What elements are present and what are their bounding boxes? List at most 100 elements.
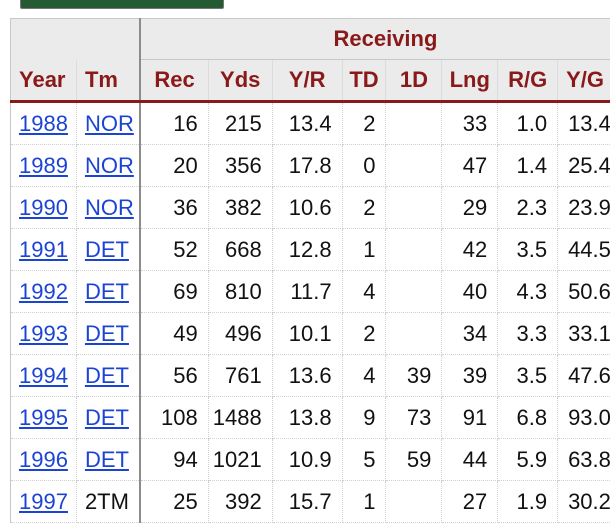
cell-yds: 1021 (208, 439, 272, 481)
cell-year: 1988 (11, 102, 77, 145)
column-header-row: Year Tm Rec Yds Y/R TD 1D Lng R/G Y/G (11, 60, 610, 102)
cell-team-link[interactable]: DET (85, 447, 129, 472)
cell-team: 2TM (76, 481, 140, 523)
cell-team-link[interactable]: NOR (85, 195, 134, 220)
cell-rg: 1.4 (498, 145, 558, 187)
column-header-yg[interactable]: Y/G (558, 60, 610, 102)
receiving-stats-table: Receiving Year Tm Rec Yds Y/R TD 1D Lng … (10, 18, 610, 523)
cell-year: 1997 (11, 481, 77, 523)
cell-yds: 668 (208, 229, 272, 271)
cell-yr: 10.1 (272, 313, 342, 355)
cell-team-link[interactable]: NOR (85, 111, 134, 136)
cell-rec: 108 (140, 397, 208, 439)
cell-1d: 39 (386, 355, 442, 397)
cell-year-link[interactable]: 1990 (19, 195, 68, 220)
column-header-year[interactable]: Year (11, 60, 77, 102)
cell-team: NOR (76, 145, 140, 187)
cell-year-link[interactable]: 1996 (19, 447, 68, 472)
cell-lng: 29 (442, 187, 498, 229)
cell-yr: 13.4 (272, 102, 342, 145)
cell-rg: 3.5 (498, 229, 558, 271)
cell-1d (386, 102, 442, 145)
cell-rg: 1.0 (498, 102, 558, 145)
cell-yg: 47.6 (558, 355, 610, 397)
cell-rec: 36 (140, 187, 208, 229)
cell-team-link[interactable]: DET (85, 363, 129, 388)
column-header-team[interactable]: Tm (76, 60, 140, 102)
cell-year-link[interactable]: 1997 (19, 489, 68, 514)
cell-team: DET (76, 229, 140, 271)
cell-yr: 10.6 (272, 187, 342, 229)
cell-yg: 93.0 (558, 397, 610, 439)
column-header-1d[interactable]: 1D (386, 60, 442, 102)
cell-year-link[interactable]: 1993 (19, 321, 68, 346)
cell-team-link[interactable]: DET (85, 321, 129, 346)
cell-rec: 20 (140, 145, 208, 187)
top-toolbar (0, 0, 610, 18)
cell-team-link[interactable]: DET (85, 405, 129, 430)
cell-yr: 15.7 (272, 481, 342, 523)
cell-yds: 761 (208, 355, 272, 397)
cell-team-link[interactable]: NOR (85, 153, 134, 178)
cell-td: 2 (342, 187, 386, 229)
column-header-td[interactable]: TD (342, 60, 386, 102)
cell-yds: 496 (208, 313, 272, 355)
column-header-yr[interactable]: Y/R (272, 60, 342, 102)
cell-rg: 3.5 (498, 355, 558, 397)
cell-year: 1990 (11, 187, 77, 229)
cell-team-text: 2TM (85, 489, 129, 514)
cell-1d: 59 (386, 439, 442, 481)
column-header-yds[interactable]: Yds (208, 60, 272, 102)
cell-yg: 50.6 (558, 271, 610, 313)
stats-table-container: Receiving Year Tm Rec Yds Y/R TD 1D Lng … (10, 18, 610, 523)
cell-rec: 16 (140, 102, 208, 145)
cell-yg: 63.8 (558, 439, 610, 481)
cell-yds: 382 (208, 187, 272, 229)
cell-year-link[interactable]: 1989 (19, 153, 68, 178)
cell-yr: 10.9 (272, 439, 342, 481)
cell-lng: 33 (442, 102, 498, 145)
cell-yds: 215 (208, 102, 272, 145)
cell-rg: 3.3 (498, 313, 558, 355)
over-header-blank (11, 19, 141, 60)
green-action-button[interactable] (20, 0, 224, 9)
cell-rg: 4.3 (498, 271, 558, 313)
cell-year: 1995 (11, 397, 77, 439)
cell-year-link[interactable]: 1995 (19, 405, 68, 430)
receiving-group-header: Receiving (140, 19, 610, 60)
cell-year: 1991 (11, 229, 77, 271)
column-header-rg[interactable]: R/G (498, 60, 558, 102)
column-header-lng[interactable]: Lng (442, 60, 498, 102)
cell-team: NOR (76, 102, 140, 145)
cell-year-link[interactable]: 1994 (19, 363, 68, 388)
cell-team: DET (76, 397, 140, 439)
cell-td: 4 (342, 271, 386, 313)
cell-year-link[interactable]: 1992 (19, 279, 68, 304)
cell-year: 1994 (11, 355, 77, 397)
cell-lng: 27 (442, 481, 498, 523)
cell-yg: 30.2 (558, 481, 610, 523)
cell-year-link[interactable]: 1988 (19, 111, 68, 136)
cell-team: DET (76, 439, 140, 481)
cell-1d (386, 313, 442, 355)
cell-year: 1996 (11, 439, 77, 481)
cell-year-link[interactable]: 1991 (19, 237, 68, 262)
cell-team: NOR (76, 187, 140, 229)
column-header-rec[interactable]: Rec (140, 60, 208, 102)
cell-year: 1992 (11, 271, 77, 313)
cell-yr: 17.8 (272, 145, 342, 187)
cell-lng: 40 (442, 271, 498, 313)
cell-team-link[interactable]: DET (85, 237, 129, 262)
cell-rg: 5.9 (498, 439, 558, 481)
cell-yr: 13.6 (272, 355, 342, 397)
cell-yg: 33.1 (558, 313, 610, 355)
cell-team-link[interactable]: DET (85, 279, 129, 304)
cell-yg: 25.4 (558, 145, 610, 187)
cell-lng: 47 (442, 145, 498, 187)
